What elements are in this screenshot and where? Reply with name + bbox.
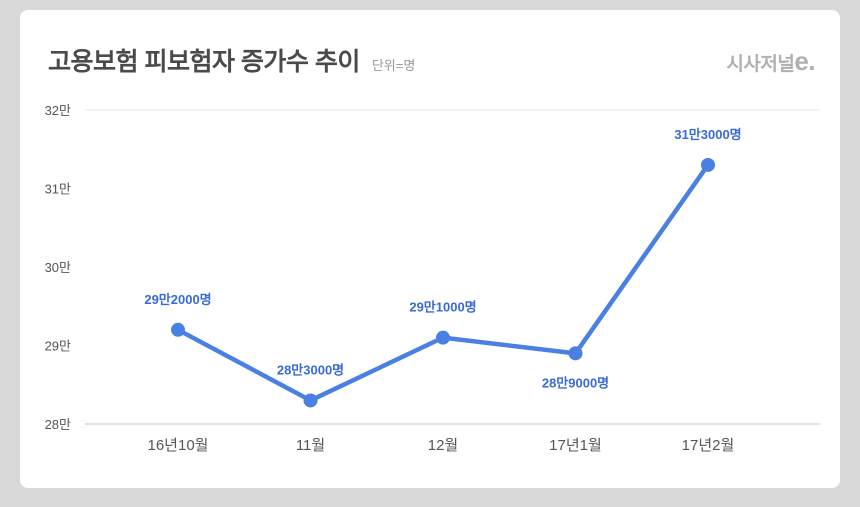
unit-label: 단위=명 [371,58,416,73]
point-value-label: 29만1000명 [409,300,476,315]
data-point [171,322,185,337]
x-tick-label: 17년1월 [549,437,602,454]
brand-logo-suffix: e. [794,46,815,76]
point-value-label: 28만9000명 [542,375,609,390]
trend-line [175,162,711,403]
data-point [436,330,450,345]
x-tick-label: 12월 [428,437,459,454]
point-value-label: 31만3000명 [674,127,741,142]
page-title: 고용보험 피보험자 증가수 추이 [48,48,360,76]
data-point [568,346,583,361]
x-tick-label: 11월 [296,437,325,454]
data-point [303,393,318,408]
point-value-label: 28만3000명 [277,362,344,377]
data-point [701,157,715,172]
y-tick-label: 29만 [45,339,71,354]
line-chart: 32만 31만 30만 29만 28만 16년10월 11월 12월 17년1월 17년2월 29만… [45,103,820,454]
point-value-label: 29만2000명 [144,292,211,307]
y-tick-label: 28만 [45,417,71,432]
x-tick-label: 17년2월 [682,437,735,454]
chart-card: 고용보험 피보험자 증가수 추이 단위=명 시사저널e. 32만 31만 30만 29… [20,10,840,488]
y-tick-label: 30만 [45,260,71,275]
brand-logo: 시사저널e. [726,46,815,77]
header: 고용보험 피보험자 증가수 추이 단위=명 시사저널e. [48,42,815,78]
y-tick-label: 32만 [45,103,71,118]
brand-logo-text: 시사저널 [726,54,795,75]
y-tick-label: 31만 [45,182,71,197]
x-tick-label: 16년10월 [148,437,209,454]
